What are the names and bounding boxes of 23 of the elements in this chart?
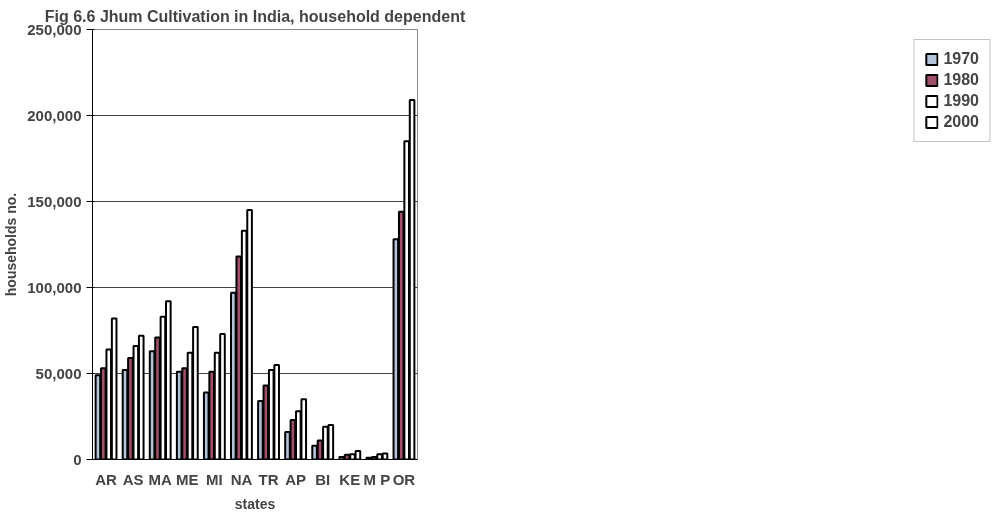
- y-tick-label: 0: [73, 450, 82, 468]
- x-tick-label: OR: [392, 470, 416, 488]
- x-tick-label: ME: [176, 470, 199, 488]
- x-tick-label: M P: [363, 470, 391, 488]
- legend-label: 1970: [943, 50, 979, 68]
- x-axis-title: states: [234, 495, 276, 512]
- x-tick-label: MI: [206, 470, 223, 488]
- x-tick-label: AS: [122, 470, 144, 488]
- y-tick-label: 150,000: [27, 192, 82, 210]
- x-tick-label: MA: [148, 470, 173, 488]
- x-tick-label: KE: [339, 470, 361, 488]
- x-tick-label: BI: [315, 470, 331, 488]
- legend-label: 1980: [943, 71, 979, 89]
- x-tick-label: TR: [258, 470, 279, 488]
- legend-label: 1990: [943, 92, 979, 110]
- y-tick-label: 200,000: [27, 106, 82, 124]
- x-tick-label: AP: [285, 470, 307, 488]
- y-axis-title: households no.: [3, 192, 20, 297]
- x-tick-label: AR: [95, 470, 118, 488]
- y-tick-label: 50,000: [35, 364, 82, 382]
- y-tick-label: 100,000: [27, 278, 82, 296]
- x-tick-label: NA: [230, 470, 253, 488]
- legend-label: 2000: [943, 113, 979, 131]
